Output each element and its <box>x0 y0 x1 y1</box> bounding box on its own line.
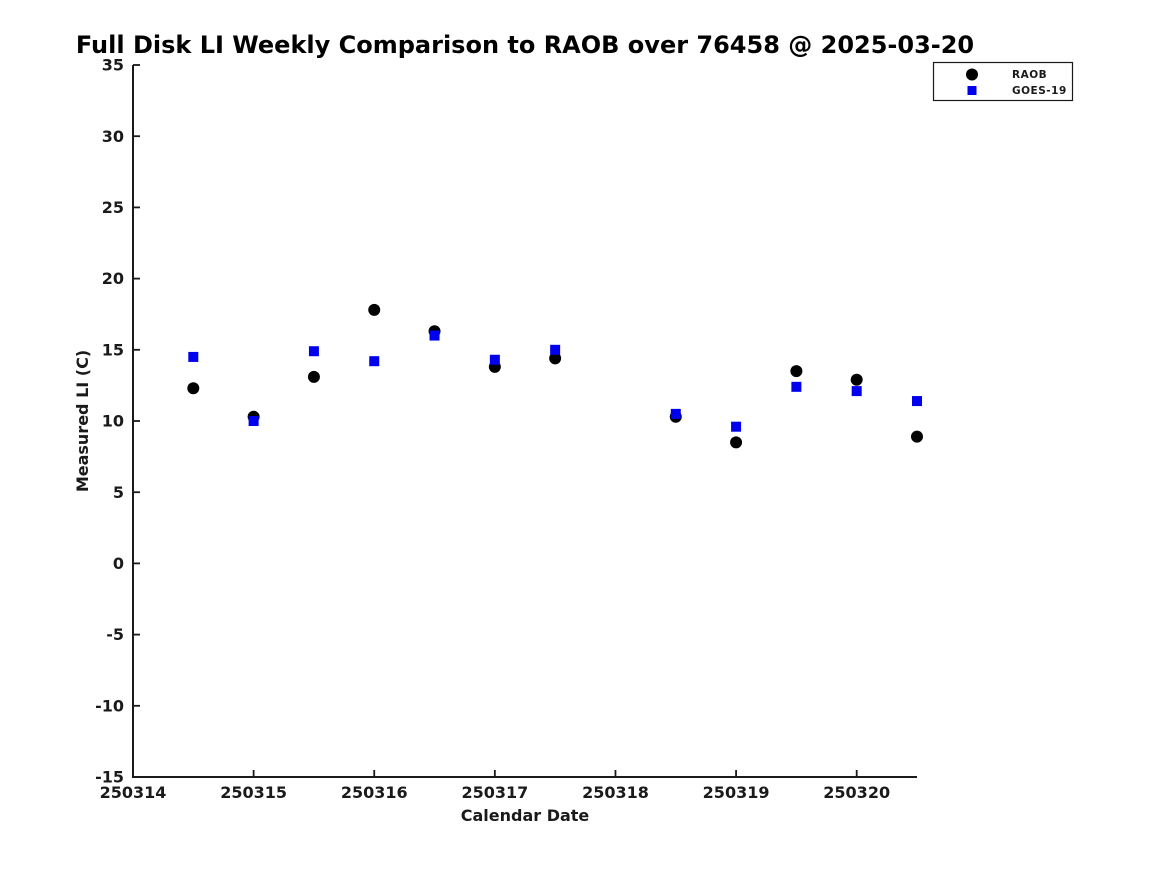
goes19-point <box>429 330 440 341</box>
x-axis-label: Calendar Date <box>461 806 590 825</box>
data-points <box>187 303 923 449</box>
raob-point <box>730 436 743 449</box>
goes19-point <box>791 381 802 392</box>
x-tick-label: 250314 <box>100 783 167 802</box>
goes19-point <box>188 351 199 362</box>
x-tick-label: 250318 <box>582 783 649 802</box>
legend-label: RAOB <box>1012 69 1047 81</box>
y-tick-label: 5 <box>113 483 124 502</box>
raob-point <box>549 352 562 365</box>
axes: 250314 250315 250316 250317 250318 250319 2503… <box>95 56 917 802</box>
y-tick-label: 35 <box>102 56 124 75</box>
x-tick-label: 250315 <box>220 783 287 802</box>
y-tick-label: -5 <box>106 625 124 644</box>
raob-point <box>790 365 803 378</box>
legend-box <box>932 61 1074 102</box>
goes19-point <box>670 408 681 419</box>
goes19-point <box>550 344 561 355</box>
raob-point <box>187 382 200 395</box>
y-tick-label: 0 <box>113 554 124 573</box>
raob-point <box>368 303 381 316</box>
y-tick-label: -15 <box>95 768 124 787</box>
goes19-point <box>489 354 500 365</box>
y-tick-label: 15 <box>102 340 124 359</box>
y-tick-label: 10 <box>102 412 124 431</box>
goes19-point <box>369 356 380 367</box>
legend-goes19-marker-icon <box>967 86 977 95</box>
raob-point <box>911 430 923 443</box>
y-tick-label: 30 <box>102 127 124 146</box>
x-tick-label: 250316 <box>341 783 408 802</box>
goes19-point <box>248 416 259 426</box>
goes19-point <box>731 421 742 432</box>
goes19-point <box>851 386 862 397</box>
y-axis-label: Measured LI (C) <box>73 350 92 492</box>
legend: RAOB GOES-19 <box>932 61 1074 102</box>
y-tick-label: 20 <box>102 269 124 288</box>
raob-point <box>850 373 863 386</box>
legend-label: GOES-19 <box>1012 85 1067 97</box>
legend-raob-marker-icon <box>966 68 978 81</box>
y-tick-label: -10 <box>95 696 124 715</box>
goes19-point <box>308 346 319 357</box>
x-tick-label: 250320 <box>823 783 890 802</box>
x-tick-label: 250319 <box>703 783 770 802</box>
goes19-point <box>912 396 922 407</box>
y-tick-label: 25 <box>102 198 124 217</box>
raob-point <box>307 370 320 383</box>
chart-title: Full Disk LI Weekly Comparison to RAOB o… <box>76 31 974 59</box>
x-tick-label: 250317 <box>461 783 528 802</box>
